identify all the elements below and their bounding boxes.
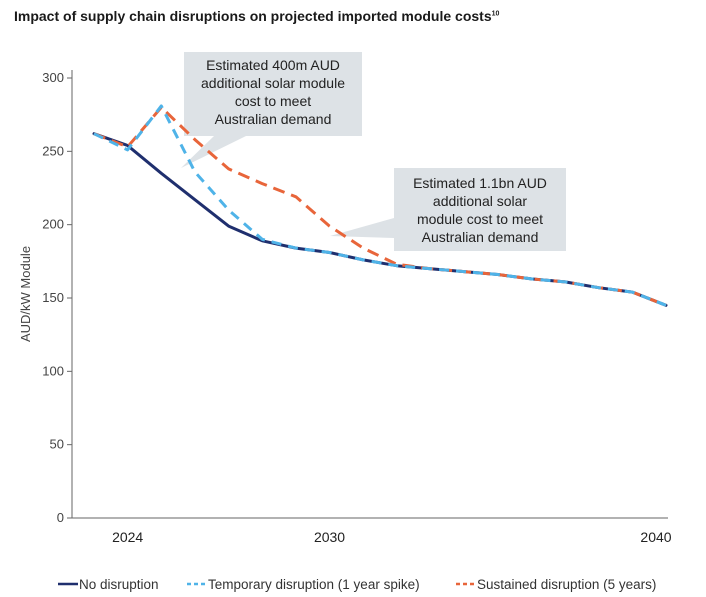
callout-text: Estimated 400m AUD additional solar modul… [201,57,345,127]
chart-title-text: Impact of supply chain disruptions on pr… [14,8,492,24]
legend-label: No disruption [79,577,159,592]
series-line-2 [93,105,667,307]
x-tick-label: 2030 [314,529,345,545]
y-tick-label: 50 [50,437,64,452]
x-tick-label: 2040 [640,529,671,545]
y-tick-labels: 0 50 100 150 200 250 300 [42,70,72,525]
y-axis-label: AUD/kW Module [18,246,33,342]
callout-line: cost to meet [235,93,311,109]
callout-box [184,52,362,136]
y-tick-label: 0 [57,510,64,525]
y-tick-label: 250 [42,143,64,158]
legend-label: Temporary disruption (1 year spike) [208,577,420,592]
callout-pointer [181,136,246,168]
callout-line: Australian demand [422,229,539,245]
x-tick-label: 2024 [112,529,143,545]
x-tick-labels: 2024 2030 2040 [112,529,672,545]
callout-pointer [330,218,394,238]
callout-line: Australian demand [215,111,332,127]
y-tick-label: 100 [42,363,64,378]
callout-text: Estimated 1.1bn AUD additional solar modul… [413,175,547,245]
callout-line: Estimated 1.1bn AUD [413,175,547,191]
y-tick-label: 150 [42,290,64,305]
series-lines [92,104,668,307]
axes [71,70,668,519]
annotation-callout-1-1bn: Estimated 1.1bn AUD additional solar modul… [330,168,566,251]
series-line-1 [93,104,667,307]
chart-title: Impact of supply chain disruptions on pr… [14,8,499,24]
title-footnote-marker: 10 [491,10,500,18]
series-line-0 [92,132,668,307]
callout-line: additional solar module [201,75,345,91]
y-tick-label: 200 [42,217,64,232]
legend: No disruption Temporary disruption (1 yea… [58,577,656,592]
callout-line: module cost to meet [417,211,543,227]
callout-box [394,168,566,251]
legend-label: Sustained disruption (5 years) [477,577,656,592]
callout-line: Estimated 400m AUD [206,57,340,73]
y-tick-label: 300 [42,70,64,85]
annotation-callout-400m: Estimated 400m AUD additional solar modul… [181,52,362,168]
callout-line: additional solar [433,193,528,209]
